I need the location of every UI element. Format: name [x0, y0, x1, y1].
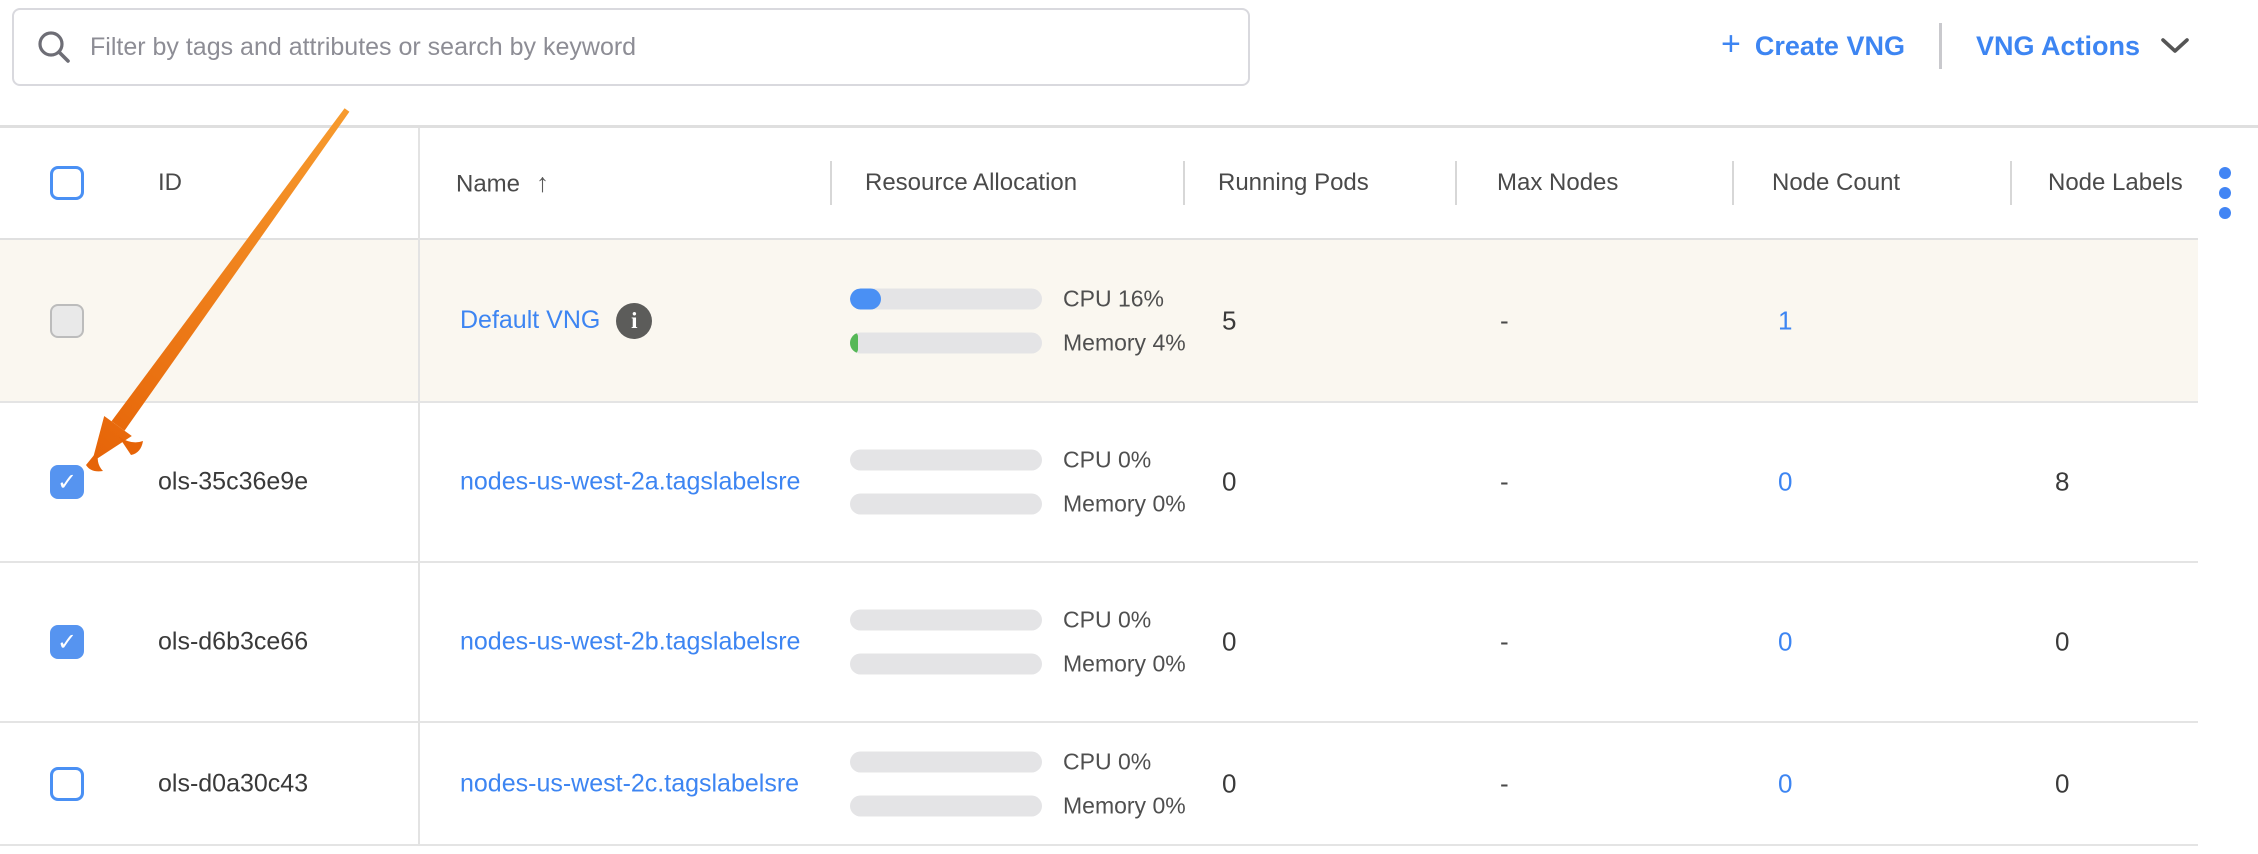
cpu-bar [850, 288, 1042, 309]
filter-search-input[interactable] [90, 32, 1226, 62]
node-count-link[interactable]: 0 [1778, 626, 1793, 657]
column-settings-kebab-icon[interactable] [2219, 167, 2231, 219]
vng-name-link[interactable]: nodes-us-west-2a.tagslabelsre [460, 467, 801, 496]
resource-allocation-cell: CPU 0% Memory 0% [850, 447, 1186, 518]
column-header-node-count[interactable]: Node Count [1772, 169, 1901, 196]
table-header: ID Name ↑ Resource Allocation Running Pod… [0, 128, 2258, 238]
id-name-column-separator [418, 128, 420, 846]
create-vng-button[interactable]: + Create VNG [1721, 25, 1905, 63]
resource-allocation-cell: CPU 0% Memory 0% [850, 748, 1186, 819]
cpu-bar [850, 449, 1042, 471]
row-checkbox[interactable] [50, 766, 84, 801]
vng-name-link[interactable]: nodes-us-west-2b.tagslabelsre [460, 627, 801, 656]
row-id: ols-35c36e9e [158, 467, 309, 496]
node-labels-value: 0 [2055, 768, 2070, 798]
table-body: Default VNG i CPU 16% Memory 4% 5 - 1 o [0, 238, 2198, 846]
column-separator [1732, 161, 1734, 205]
toolbar-bottom-rule [0, 125, 2258, 128]
column-header-name[interactable]: Name ↑ [456, 167, 550, 198]
cpu-label: CPU 0% [1063, 606, 1152, 633]
memory-bar [850, 332, 1042, 353]
node-labels-value: 8 [2055, 466, 2070, 497]
column-separator [830, 161, 832, 205]
cpu-bar [850, 609, 1042, 631]
cpu-label: CPU 0% [1063, 446, 1152, 473]
max-nodes-value: - [1500, 305, 1509, 335]
row-id: ols-d0a30c43 [158, 769, 309, 797]
search-icon [38, 31, 70, 63]
filter-search-box[interactable] [12, 8, 1250, 86]
vng-name-link[interactable]: nodes-us-west-2c.tagslabelsre [460, 769, 800, 797]
column-header-id[interactable]: ID [158, 169, 182, 196]
row-checkbox [50, 303, 84, 338]
running-pods-value: 0 [1222, 466, 1237, 497]
column-header-max-nodes[interactable]: Max Nodes [1497, 169, 1619, 196]
info-icon[interactable]: i [616, 302, 653, 339]
select-all-checkbox[interactable] [50, 166, 84, 200]
table-row: Default VNG i CPU 16% Memory 4% 5 - 1 [0, 238, 2198, 403]
column-header-node-labels[interactable]: Node Labels [2048, 169, 2183, 196]
cpu-label: CPU 0% [1063, 748, 1152, 774]
row-id: ols-d6b3ce66 [158, 627, 309, 656]
vng-actions-dropdown[interactable]: VNG Actions [1976, 31, 2190, 62]
memory-label: Memory 0% [1063, 490, 1186, 517]
node-count-link[interactable]: 1 [1778, 305, 1793, 335]
memory-label: Memory 0% [1063, 650, 1186, 677]
row-checkbox[interactable] [50, 625, 84, 659]
running-pods-value: 5 [1222, 305, 1237, 335]
column-separator [1455, 161, 1457, 205]
running-pods-value: 0 [1222, 768, 1237, 798]
memory-label: Memory 4% [1063, 329, 1186, 355]
column-header-running-pods[interactable]: Running Pods [1218, 169, 1369, 196]
resource-allocation-cell: CPU 16% Memory 4% [850, 285, 1186, 356]
column-separator [2010, 161, 2012, 205]
table-row: ols-d0a30c43 nodes-us-west-2c.tagslabels… [0, 723, 2198, 846]
memory-bar [850, 493, 1042, 515]
memory-bar [850, 795, 1042, 816]
column-header-resource-allocation[interactable]: Resource Allocation [865, 169, 1078, 196]
toolbar-actions: + Create VNG VNG Actions [1721, 0, 2190, 92]
sort-asc-icon: ↑ [536, 167, 550, 198]
cpu-label: CPU 16% [1063, 285, 1164, 311]
table-row: ols-35c36e9e nodes-us-west-2a.tagslabels… [0, 403, 2198, 563]
cpu-bar [850, 751, 1042, 772]
node-count-link[interactable]: 0 [1778, 768, 1793, 798]
chevron-down-icon [2161, 38, 2189, 53]
node-labels-value: 0 [2055, 626, 2070, 657]
vng-name-link[interactable]: Default VNG [460, 306, 601, 334]
row-checkbox[interactable] [50, 465, 84, 499]
memory-bar [850, 653, 1042, 675]
max-nodes-value: - [1500, 626, 1509, 657]
max-nodes-value: - [1500, 768, 1509, 798]
vng-actions-label: VNG Actions [1975, 30, 2140, 61]
node-count-link[interactable]: 0 [1778, 466, 1793, 497]
memory-label: Memory 0% [1063, 792, 1186, 818]
running-pods-value: 0 [1222, 626, 1237, 657]
plus-icon: + [1721, 25, 1741, 63]
column-separator [1183, 161, 1185, 205]
create-vng-label: Create VNG [1754, 30, 1905, 61]
max-nodes-value: - [1500, 466, 1509, 497]
resource-allocation-cell: CPU 0% Memory 0% [850, 607, 1186, 678]
toolbar-divider [1938, 23, 1942, 69]
table-row: ols-d6b3ce66 nodes-us-west-2b.tagslabels… [0, 563, 2198, 723]
